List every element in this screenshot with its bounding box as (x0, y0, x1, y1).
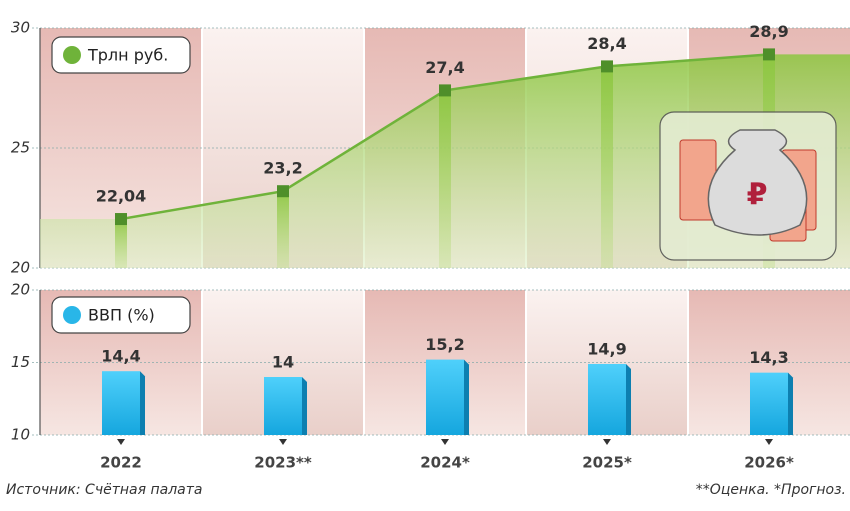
value-label: 15,2 (425, 335, 464, 354)
value-label: 14,3 (749, 348, 788, 367)
marker (115, 213, 127, 226)
legend-label: Трлн руб. (87, 46, 168, 65)
value-label: 28,4 (587, 34, 626, 53)
category-tick (603, 439, 611, 445)
x-tick-label: 2024* (420, 454, 470, 472)
bar (750, 372, 788, 435)
value-label: 23,2 (263, 159, 302, 178)
bar-side (140, 371, 145, 435)
value-label: 22,04 (96, 187, 147, 206)
bar (588, 363, 626, 435)
stem (277, 191, 289, 268)
bar (102, 371, 140, 435)
marker (763, 48, 775, 61)
marker (439, 84, 451, 97)
category-tick (441, 439, 449, 445)
value-label: 28,9 (749, 22, 788, 41)
marker (277, 185, 289, 198)
bar (264, 377, 302, 435)
note: **Оценка. *Прогноз. (696, 482, 846, 498)
legend-bottom: ВВП (%) (51, 296, 191, 334)
money-icon: ₽ (659, 111, 837, 261)
value-label: 14,4 (101, 347, 140, 366)
y-tick-label: 10 (11, 426, 30, 444)
source: Источник: Счётная палата (6, 482, 202, 498)
x-tick-label: 2026* (744, 454, 794, 472)
stem (115, 219, 127, 268)
plot: 22,04 23,2 27,4 28,4 28,9 14,4 14 15,2 14,9 14,3 2… (40, 22, 850, 472)
bar-side (788, 372, 793, 435)
value-label: 14,9 (587, 339, 626, 358)
stem (601, 66, 613, 269)
svg-text:₽: ₽ (747, 178, 768, 213)
y-tick-label: 20 (11, 259, 30, 277)
y-tick-label: 25 (11, 139, 30, 157)
value-label: 27,4 (425, 58, 464, 77)
bar-side (302, 377, 307, 435)
legend-top: Трлн руб. (51, 36, 191, 74)
bar-side (626, 363, 631, 435)
legend-label: ВВП (%) (88, 306, 155, 325)
bar-side (464, 359, 469, 435)
category-tick (279, 439, 287, 445)
y-tick-label: 15 (11, 353, 30, 371)
y-tick-label: 30 (11, 19, 30, 37)
y-tick-label: 20 (11, 281, 30, 299)
category-tick (117, 439, 125, 445)
category-tick (765, 439, 773, 445)
stem (439, 90, 451, 269)
bar (426, 359, 464, 435)
value-label: 14 (272, 353, 294, 372)
x-tick-label: 2022 (100, 454, 142, 472)
marker (601, 60, 613, 73)
x-tick-label: 2025* (582, 454, 632, 472)
x-tick-label: 2023** (254, 454, 312, 472)
